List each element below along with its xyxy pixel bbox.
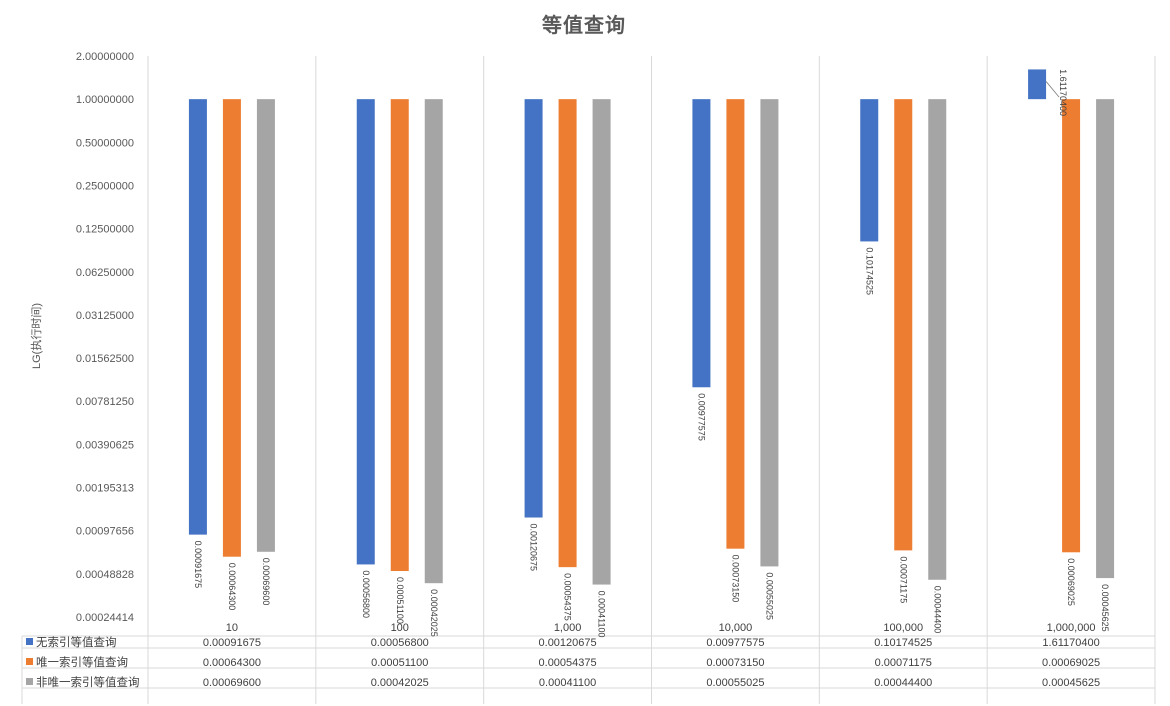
- bar: [1028, 69, 1047, 100]
- y-tick-label: 0.00390625: [76, 439, 134, 451]
- category-label: 100: [391, 622, 409, 634]
- table-cell: 0.00051100: [371, 657, 428, 669]
- bar: [256, 99, 275, 552]
- bars: [188, 69, 1115, 585]
- table-cell: 0.00071175: [875, 657, 932, 669]
- table-cell: 0.10174525: [874, 637, 932, 649]
- bar: [1096, 99, 1115, 579]
- y-tick-label: 0.00097656: [76, 526, 134, 538]
- table-cell: 0.00054375: [539, 657, 597, 669]
- bar: [760, 99, 779, 567]
- data-label: 0.00071175: [898, 556, 908, 603]
- leader-line: [1045, 81, 1060, 98]
- bar: [188, 99, 207, 535]
- y-tick-label: 0.12500000: [76, 224, 134, 236]
- y-tick-label: 0.25000000: [76, 180, 134, 192]
- y-tick-label: 0.00781250: [76, 396, 134, 408]
- data-label: 0.00069600: [261, 558, 271, 606]
- y-tick-label: 0.06250000: [76, 267, 134, 279]
- y-axis-ticks: 2.00000000 1.00000000 0.50000000 0.25000000…: [76, 51, 134, 624]
- data-table: 10 100 1,000 10,000 100,000 1,000,000 无索引等值查询 0…: [26, 622, 1100, 689]
- table-cell: 0.00091675: [203, 637, 261, 649]
- grid: [21, 56, 1156, 704]
- table-cell: 0.00069025: [1042, 657, 1100, 669]
- bar: [222, 99, 241, 557]
- table-cell: 0.00042025: [371, 677, 429, 689]
- legend-key: [26, 658, 33, 665]
- data-label: 0.00064300: [227, 563, 237, 611]
- table-cell: 0.00041100: [539, 677, 596, 689]
- legend-key: [26, 678, 33, 685]
- table-cell: 0.00069600: [203, 677, 261, 689]
- table-cell: 0.00055025: [706, 677, 764, 689]
- bar: [558, 99, 577, 568]
- table-cell: 0.00064300: [203, 657, 261, 669]
- data-label: 0.00091675: [193, 541, 203, 589]
- category-label: 10: [226, 622, 238, 634]
- y-tick-label: 2.00000000: [76, 51, 134, 63]
- legend-label: 无索引等值查询: [36, 635, 117, 649]
- table-cell: 0.00120675: [539, 637, 597, 649]
- table-cell: 0.00073150: [706, 657, 764, 669]
- table-cell: 1.61170400: [1042, 637, 1099, 649]
- y-axis-title: LG(执行时间): [29, 303, 43, 369]
- data-label: 0.00042025: [429, 589, 439, 637]
- data-label: 0.00073150: [730, 555, 740, 603]
- data-label: 0.00977575: [696, 393, 706, 441]
- data-labels: 0.00091675 0.00056800 0.00120675 0.00977575…: [193, 69, 1110, 637]
- y-tick-label: 0.00195313: [76, 483, 134, 495]
- table-cell: 0.00977575: [706, 637, 764, 649]
- data-label: 0.00055025: [764, 572, 774, 620]
- bar: [356, 99, 375, 565]
- bar: [894, 99, 913, 551]
- bar: [1062, 99, 1081, 553]
- bar: [692, 99, 711, 388]
- chart-title: 等值查询: [542, 13, 626, 37]
- legend-label: 非唯一索引等值查询: [36, 675, 140, 689]
- bar: [424, 99, 443, 584]
- bar: [524, 99, 543, 518]
- data-label: 0.00041100: [597, 591, 607, 638]
- bar: [726, 99, 745, 549]
- bar: [928, 99, 947, 580]
- y-tick-label: 0.50000000: [76, 137, 134, 149]
- bar: [592, 99, 611, 585]
- y-tick-label: 1.00000000: [76, 94, 134, 106]
- table-cell: 0.00044400: [874, 677, 932, 689]
- category-label: 1,000,000: [1047, 622, 1096, 634]
- table-cell: 0.00056800: [371, 637, 429, 649]
- bar: [860, 99, 879, 242]
- y-tick-label: 0.03125000: [76, 310, 134, 322]
- category-label: 100,000: [883, 622, 923, 634]
- data-label: 0.00056800: [361, 570, 371, 618]
- data-label: 0.00045625: [1100, 584, 1110, 632]
- y-tick-label: 0.01562500: [76, 353, 134, 365]
- category-label: 1,000: [554, 622, 582, 634]
- data-label: 0.00054375: [563, 573, 573, 621]
- table-cell: 0.00045625: [1042, 677, 1100, 689]
- data-label: 0.00044400: [932, 586, 942, 634]
- y-tick-label: 0.00048828: [76, 569, 134, 581]
- legend-key: [26, 638, 33, 645]
- data-label: 0.00051100: [395, 577, 405, 624]
- legend-label: 唯一索引等值查询: [36, 655, 128, 669]
- data-label: 0.10174525: [864, 247, 874, 295]
- category-label: 10,000: [719, 622, 753, 634]
- data-label: 0.00120675: [529, 524, 539, 572]
- y-tick-label: 0.00024414: [76, 612, 134, 624]
- data-label: 1.61170400: [1058, 69, 1068, 116]
- bar: [390, 99, 409, 572]
- data-label: 0.00069025: [1066, 558, 1076, 606]
